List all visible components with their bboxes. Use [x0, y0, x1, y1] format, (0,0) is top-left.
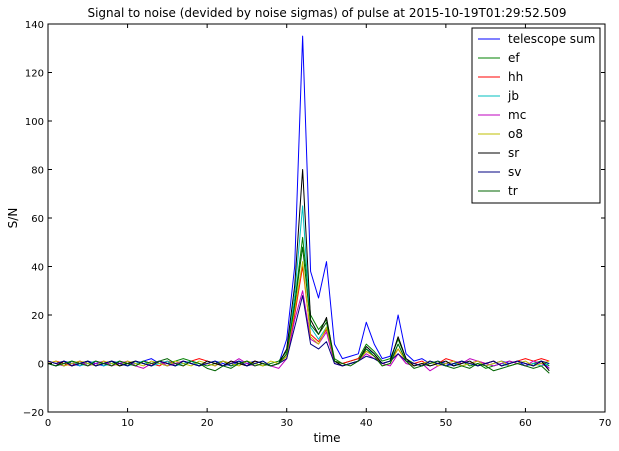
legend-label: tr: [508, 184, 518, 198]
legend-label: sr: [508, 146, 519, 160]
legend-label: telescope sum: [508, 32, 595, 46]
legend-label: jb: [507, 89, 519, 103]
y-tick-label: 120: [25, 69, 44, 80]
y-tick-label: 40: [31, 263, 44, 274]
x-tick-label: 20: [201, 418, 214, 429]
x-tick-label: 0: [45, 418, 51, 429]
legend: telescope sum ef hh jb mc o8 sr sv tr: [471, 27, 601, 204]
series-line-tr: [47, 246, 550, 374]
legend-label: hh: [508, 70, 523, 84]
y-tick-label: 100: [25, 117, 44, 128]
y-tick-label: −20: [23, 408, 44, 419]
y-axis: −20 0 20 40 60 80 100 120 140: [23, 20, 605, 419]
x-tick-label: 50: [439, 418, 452, 429]
plot-area: [47, 23, 606, 413]
legend-label: mc: [508, 108, 526, 122]
y-tick-label: 60: [31, 214, 44, 225]
series-line-hh: [47, 266, 550, 367]
legend-label: o8: [508, 127, 523, 141]
legend-label: sv: [508, 165, 521, 179]
x-tick-label: 70: [599, 418, 612, 429]
x-tick-label: 40: [360, 418, 373, 429]
y-tick-label: 0: [38, 360, 44, 371]
x-tick-label: 60: [519, 418, 532, 429]
x-tick-label: 10: [121, 418, 134, 429]
y-tick-label: 80: [31, 166, 44, 177]
y-tick-label: 20: [31, 311, 44, 322]
y-axis-label: S/N: [6, 208, 20, 229]
x-tick-label: 30: [280, 418, 293, 429]
y-tick-label: 140: [25, 20, 44, 31]
series-line-mc: [47, 290, 550, 372]
x-axis: 0 10 20 30 40 50 60 70: [45, 24, 612, 429]
x-axis-label: time: [313, 431, 340, 445]
series-line-sv: [47, 295, 550, 367]
series-line-ef: [47, 236, 550, 369]
chart-title: Signal to noise (devided by noise sigmas…: [87, 6, 566, 20]
legend-label: ef: [508, 51, 520, 65]
